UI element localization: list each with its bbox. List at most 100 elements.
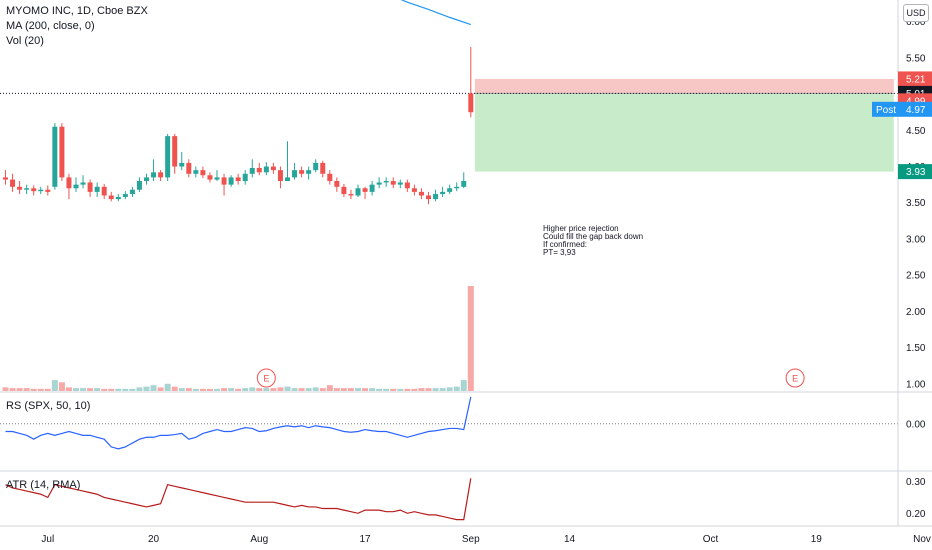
candle-body — [369, 184, 375, 192]
volume-bar — [291, 388, 298, 391]
volume-bar — [355, 388, 361, 391]
candle-body — [207, 175, 213, 180]
candle-body — [24, 188, 30, 190]
price-tick-label: 3.50 — [906, 198, 926, 209]
volume-bar — [312, 387, 319, 391]
volume-bar — [51, 380, 58, 391]
candle — [38, 186, 44, 195]
ma-legend-label: MA (200, close, 0) — [6, 20, 95, 32]
candle-body — [10, 179, 16, 187]
earnings-marker-label: E — [263, 374, 269, 384]
volume-bar — [73, 388, 79, 391]
candle-body — [172, 136, 178, 167]
candle-body — [362, 188, 368, 192]
candle-body — [87, 182, 93, 192]
volume-bar — [115, 388, 122, 391]
earnings-marker: E — [785, 368, 805, 388]
earnings-marker-label: E — [792, 374, 798, 384]
volume-bar — [453, 386, 460, 391]
candle — [45, 185, 51, 196]
price-label-stop: 5.21 — [898, 71, 932, 87]
candle — [263, 162, 269, 176]
candle — [59, 123, 65, 182]
candle — [179, 152, 185, 171]
candle — [440, 186, 446, 197]
price-label-text: 3.93 — [906, 167, 926, 178]
candle — [108, 191, 114, 202]
volume-bar — [58, 382, 65, 391]
candle-body — [186, 162, 192, 174]
volume-bar — [157, 387, 164, 391]
volume-bar — [256, 388, 263, 391]
candle — [277, 166, 283, 189]
candle-body — [242, 173, 248, 182]
volume-bar — [425, 388, 432, 391]
price-label-box — [898, 164, 932, 180]
candle — [24, 184, 30, 195]
candle — [144, 173, 149, 185]
price-label-box — [898, 71, 932, 87]
candle — [122, 191, 128, 200]
candle — [426, 191, 431, 205]
chart-legend: MYOMO INC, 1D, Cboe BZX MA (200, close, … — [6, 4, 148, 49]
candle — [390, 177, 396, 189]
candle-body — [348, 194, 354, 196]
volume-bar — [87, 388, 94, 391]
volume-bar — [235, 388, 242, 391]
currency-button[interactable]: USD — [903, 4, 929, 22]
candle-body — [151, 172, 157, 178]
price-label-text: 5.21 — [906, 74, 926, 85]
time-tick-label: Sep — [462, 534, 480, 545]
candle-body — [306, 170, 312, 174]
volume-bar — [185, 388, 192, 391]
candle-body — [193, 170, 199, 174]
candle — [369, 181, 375, 196]
time-tick-label: Oct — [703, 534, 719, 545]
candle — [228, 175, 234, 187]
price-tick-label: 6.00 — [906, 17, 926, 28]
candle — [376, 177, 382, 189]
price-tick-label: 4.50 — [906, 126, 926, 137]
candle — [411, 184, 417, 196]
candle — [31, 185, 37, 196]
candle — [341, 183, 347, 197]
volume-legend-label: Vol (20) — [6, 35, 44, 47]
earnings-marker-circle — [256, 368, 276, 388]
candle — [249, 159, 255, 178]
trade-note: Higher price rejection Could fill the ga… — [543, 225, 643, 257]
candle — [151, 159, 157, 182]
rs-pane-label: RS (SPX, 50, 10) — [6, 400, 91, 412]
price-label-text: 4.97 — [906, 105, 926, 116]
candle-body — [31, 188, 37, 192]
candle-body — [327, 173, 333, 182]
volume-bar — [418, 388, 425, 391]
candle-body — [277, 170, 283, 182]
price-label-post: Post 4.97 — [872, 101, 932, 117]
candle — [447, 184, 453, 195]
candle-body — [447, 188, 453, 192]
candle-body — [214, 177, 220, 180]
volume-bar — [333, 388, 340, 391]
candle-body — [3, 177, 8, 180]
atr-tick-label: 0.20 — [906, 509, 926, 520]
volume-bar — [129, 388, 136, 391]
candle-body — [235, 177, 241, 182]
candle — [348, 189, 354, 200]
volume-bar — [319, 388, 326, 391]
candle — [172, 133, 178, 174]
candle — [320, 160, 326, 178]
volume-bar — [432, 388, 439, 391]
candle-body — [426, 195, 431, 200]
candle — [101, 183, 107, 200]
candle-body — [397, 182, 403, 185]
volume-bar — [94, 388, 101, 391]
candle — [362, 186, 368, 200]
earnings-marker: E — [256, 368, 276, 388]
candle-body — [418, 191, 424, 196]
candle — [200, 166, 206, 179]
volume-bar — [108, 388, 115, 391]
candle — [454, 182, 460, 192]
price-tick-label: 3.00 — [906, 234, 926, 245]
candle — [221, 173, 227, 196]
